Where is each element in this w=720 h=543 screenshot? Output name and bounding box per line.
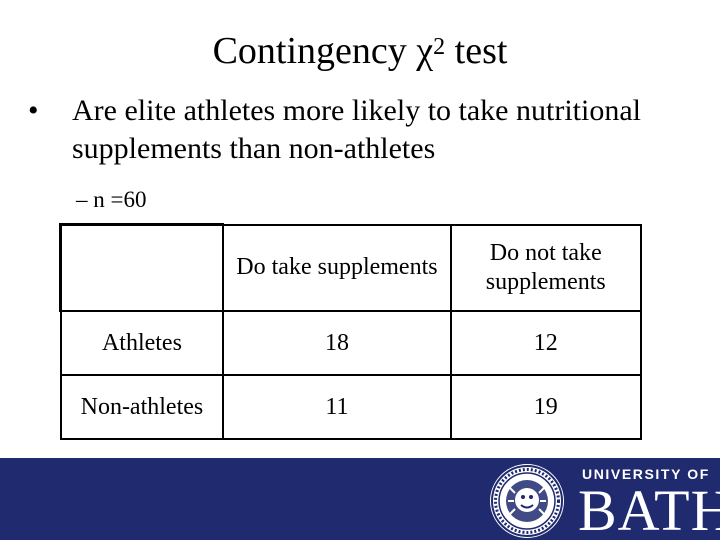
table-row: Non-athletes 11 19 [59,374,643,440]
cell-non-athletes-do-not-take: 19 [449,374,643,440]
header-do-take: Do take supplements [222,223,452,312]
contingency-table: Do take supplements Do not take suppleme… [59,223,643,440]
cell-athletes-do-take: 18 [222,310,452,376]
title-prefix: Contingency χ [212,30,434,72]
cell-non-athletes-do-take: 11 [222,374,452,440]
sub-bullet: – n =60 [76,187,147,212]
cell-athletes-do-not-take: 12 [449,310,643,376]
slide-title: Contingency χ2 test [0,28,720,74]
header-row: Do take supplements Do not take suppleme… [59,223,643,312]
title-suffix: test [445,30,508,72]
bullet-text: Are elite athletes more likely to take n… [72,94,641,165]
corner-cell [59,223,225,312]
row-label-athletes: Athletes [59,310,225,376]
crest-graphic [491,465,563,537]
logo-bath: BATH [578,478,720,543]
university-crest-icon [490,464,564,538]
logo-university-of: UNIVERSITY OF [582,466,710,482]
bullet-marker: • [28,94,39,127]
footer-banner: UNIVERSITY OF BATH [0,458,720,543]
title-superscript: 2 [433,34,446,60]
header-do-not-take: Do not take supplements [449,223,643,312]
row-label-non-athletes: Non-athletes [59,374,225,440]
table-row: Athletes 18 12 [59,310,643,376]
